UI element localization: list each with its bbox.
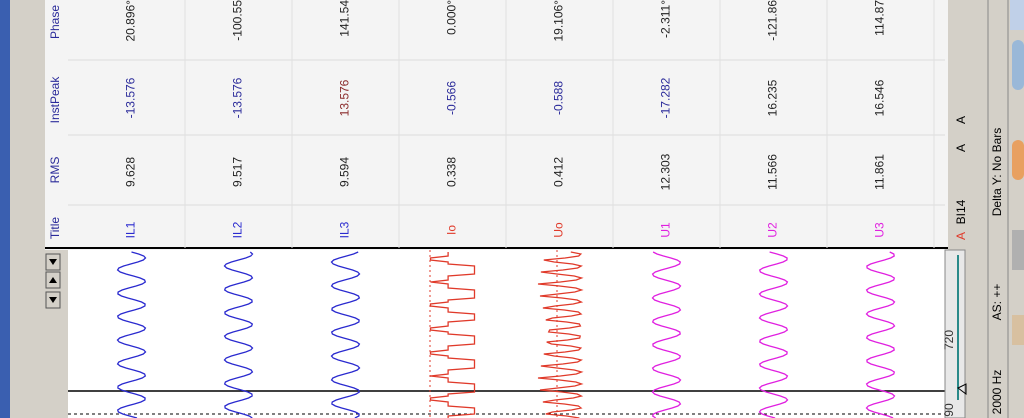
waveform — [223, 251, 254, 418]
phase-value: 114.87 — [873, 0, 887, 36]
channel-title: Uo — [552, 222, 566, 238]
phase-value: -100.55 — [231, 0, 245, 41]
channel-title: IL2 — [231, 221, 245, 238]
inst-peak-value: 13.576 — [338, 79, 352, 116]
waveform — [537, 251, 584, 418]
phase-value: 19.106° — [552, 0, 566, 42]
status-text: 2000 Hz — [990, 370, 1004, 415]
phase-value: -2.311° — [659, 0, 673, 38]
phase-value: 0.000° — [445, 0, 459, 35]
rms-value: 11.566 — [766, 154, 780, 190]
channel-title: U2 — [766, 222, 780, 238]
unit-label: A — [954, 144, 968, 152]
window-border — [0, 0, 10, 418]
inst-peak-value: -0.588 — [552, 81, 566, 115]
scale-label: 720 — [942, 330, 956, 350]
rms-value: 11.861 — [873, 154, 887, 190]
column-header: RMS — [48, 157, 62, 184]
scale-marker — [957, 383, 967, 395]
waveform — [330, 251, 361, 418]
inst-peak-value: 16.235 — [766, 79, 780, 116]
toolbar-icon[interactable] — [1010, 0, 1024, 30]
channel-title: IL1 — [124, 221, 138, 238]
rms-value: 9.517 — [231, 157, 245, 187]
rms-value: 9.628 — [124, 157, 138, 187]
arrow-icon — [49, 297, 57, 303]
column-header: InstPeak — [48, 76, 62, 124]
binary-unit: A — [954, 232, 968, 240]
waveform — [116, 251, 147, 418]
scroll-buttons[interactable] — [45, 253, 61, 309]
toolbar-icon[interactable] — [1012, 40, 1024, 90]
rms-value: 9.594 — [338, 157, 352, 187]
arrow-icon — [49, 259, 57, 265]
channel-title: U3 — [873, 222, 887, 238]
wave-area — [68, 250, 945, 418]
waveform — [429, 252, 476, 418]
toolbar-icon[interactable] — [1012, 230, 1024, 270]
column-header: Phase — [48, 5, 62, 39]
channel-title: U1 — [659, 222, 673, 238]
channel-title: IL3 — [338, 221, 352, 238]
binary-label: BI14 — [954, 199, 968, 224]
rms-value: 0.338 — [445, 157, 459, 187]
channel-title: Io — [445, 225, 459, 235]
inst-peak-value: 16.546 — [873, 79, 887, 116]
waveform — [651, 251, 682, 418]
phase-value: 20.896° — [124, 0, 138, 42]
status-text: Delta Y: No Bars — [990, 128, 1004, 217]
inst-peak-value: -17.282 — [659, 77, 673, 118]
inst-peak-value: -13.576 — [231, 77, 245, 118]
phase-value: -121.86 — [766, 0, 780, 41]
toolbar-icon[interactable] — [1012, 315, 1024, 345]
status-text: AS: ++ — [990, 284, 1004, 321]
table-area — [45, 0, 948, 250]
scale-label: 90 — [942, 403, 956, 417]
column-header: Title — [48, 217, 62, 240]
scale-bar — [944, 249, 966, 418]
toolbar-icon[interactable] — [1012, 140, 1024, 180]
inst-peak-value: -0.566 — [445, 81, 459, 115]
inst-peak-value: -13.576 — [124, 77, 138, 118]
waveform — [758, 251, 789, 418]
arrow-icon — [49, 277, 57, 283]
phase-value: 141.54 — [338, 0, 352, 37]
unit-label: A — [954, 116, 968, 124]
rms-value: 0.412 — [552, 157, 566, 187]
rms-value: 12.303 — [659, 153, 673, 190]
waveform — [865, 251, 896, 418]
